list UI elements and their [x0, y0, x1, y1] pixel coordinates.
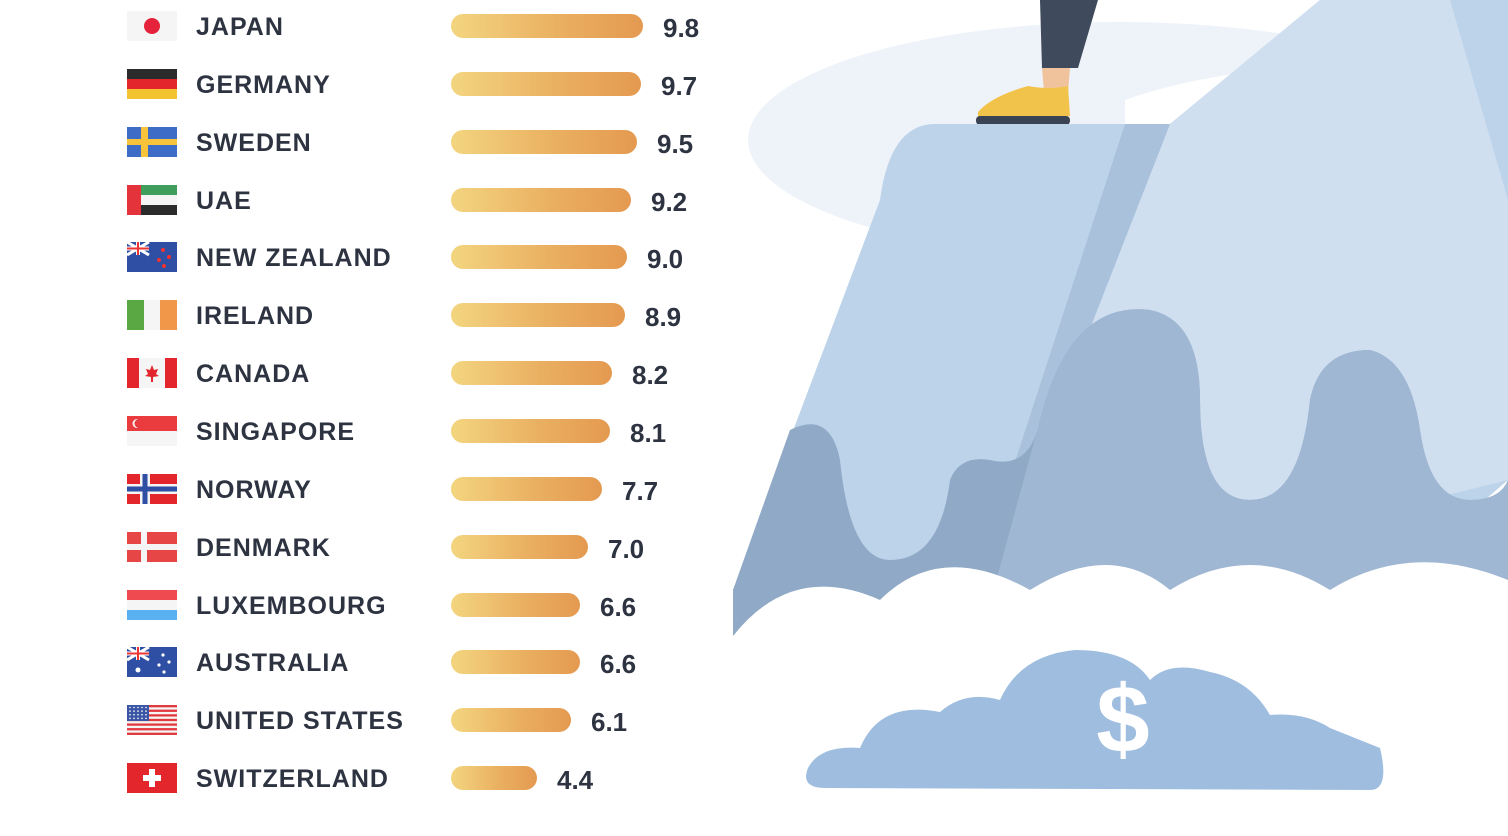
sweden-flag-icon [127, 126, 177, 157]
country-bar-chart: JAPAN 9.8 GERMANY 9.7 SWEDEN 9.5 UAE 9.2 NEW ZEA… [0, 0, 740, 836]
norway-flag-icon [127, 473, 177, 504]
value-label: 4.4 [557, 765, 594, 796]
switzerland-flag-icon [127, 763, 177, 794]
bar-row: SINGAPORE 8.1 [0, 411, 740, 451]
bar [451, 71, 641, 96]
bar [451, 245, 627, 270]
bar [451, 361, 612, 386]
bar-row: LUXEMBOURG 6.6 [0, 585, 740, 625]
category-label: NORWAY [196, 475, 312, 504]
bar [451, 650, 580, 675]
category-label: CANADA [196, 360, 311, 389]
bar [451, 129, 637, 154]
category-label: SWEDEN [196, 128, 312, 157]
value-label: 6.1 [591, 707, 628, 738]
bar-row: JAPAN 9.8 [0, 6, 740, 46]
bar [451, 14, 643, 38]
dollar-sign-icon: $ [1096, 666, 1149, 773]
bar-row: NEW ZEALAND 9.0 [0, 237, 740, 277]
bar-row: NORWAY 7.7 [0, 469, 740, 509]
bar-row: CANADA 8.2 [0, 353, 740, 393]
bar-row: AUSTRALIA 6.6 [0, 642, 740, 682]
value-label: 8.2 [632, 360, 669, 391]
united-states-flag-icon [127, 705, 177, 736]
bar-row: UNITED STATES 6.1 [0, 700, 740, 740]
bar [451, 592, 580, 617]
germany-flag-icon [127, 68, 177, 99]
bar-row: GERMANY 9.7 [0, 64, 740, 104]
bar [451, 766, 537, 791]
bar-row: SWEDEN 9.5 [0, 122, 740, 162]
bar [451, 187, 631, 212]
dollar-cloud-icon [806, 650, 1384, 790]
category-label: UAE [196, 186, 252, 215]
denmark-flag-icon [127, 531, 177, 562]
category-label: GERMANY [196, 70, 331, 99]
ireland-flag-icon [127, 300, 177, 331]
value-label: 9.0 [647, 244, 684, 275]
bar [451, 534, 588, 559]
bar-row: SWITZERLAND 4.4 [0, 758, 740, 798]
bar [451, 708, 571, 733]
canada-flag-icon [127, 358, 177, 389]
category-label: NEW ZEALAND [196, 244, 392, 273]
hiker-shoe-sole [976, 116, 1070, 125]
value-label: 9.5 [657, 128, 694, 159]
hiker-shoe-icon [978, 86, 1070, 122]
mountain-lower-right [980, 309, 1508, 640]
australia-flag-icon [127, 647, 177, 678]
bar-row: UAE 9.2 [0, 180, 740, 220]
value-label: 7.7 [622, 475, 659, 506]
category-label: UNITED STATES [196, 707, 404, 736]
japan-flag-icon [127, 11, 177, 41]
category-label: SINGAPORE [196, 417, 356, 446]
category-label: DENMARK [196, 533, 331, 562]
bar [451, 418, 610, 443]
singapore-flag-icon [127, 415, 177, 446]
new-zealand-flag-icon [127, 242, 177, 273]
category-label: AUSTRALIA [196, 649, 350, 678]
category-label: SWITZERLAND [196, 765, 389, 794]
category-label: JAPAN [196, 13, 284, 41]
value-label: 9.8 [663, 13, 700, 43]
hiker-ankle [1042, 68, 1070, 92]
category-label: IRELAND [196, 302, 315, 331]
value-label: 6.6 [600, 591, 637, 622]
value-label: 7.0 [608, 533, 645, 564]
bar-row: IRELAND 8.9 [0, 295, 740, 335]
value-label: 9.2 [651, 186, 688, 217]
value-label: 8.1 [630, 417, 667, 448]
uae-flag-icon [127, 184, 177, 215]
category-label: LUXEMBOURG [196, 591, 387, 620]
hiker-leg [1040, 0, 1098, 68]
value-label: 6.6 [600, 649, 637, 680]
value-label: 8.9 [645, 302, 682, 333]
bar [451, 476, 602, 501]
mountain-illustration: $ [730, 0, 1508, 836]
bar [451, 303, 625, 328]
value-label: 9.7 [661, 70, 698, 101]
luxembourg-flag-icon [127, 589, 177, 620]
bar-row: DENMARK 7.0 [0, 527, 740, 567]
